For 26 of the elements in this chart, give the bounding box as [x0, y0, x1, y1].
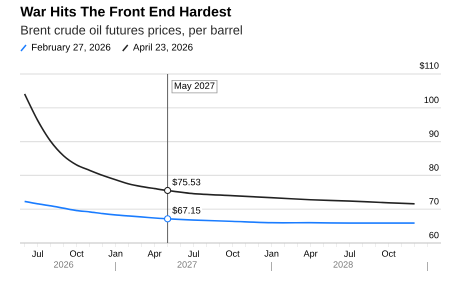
- x-tick-label: Oct: [226, 250, 240, 257]
- x-tick-label: Oct: [382, 250, 396, 257]
- data-label: $67.15: [172, 206, 200, 214]
- y-tick-label: $110: [420, 62, 439, 70]
- y-tick-label: 90: [429, 130, 439, 137]
- y-tick-label: 100: [424, 96, 439, 104]
- y-tick-label: 60: [429, 232, 439, 238]
- chart-subtitle: Brent crude oil futures prices, per barrel: [21, 25, 242, 38]
- x-tick-label: Oct: [70, 250, 84, 257]
- text: 2026: [54, 261, 74, 268]
- legend-label: February 27, 2026: [32, 43, 110, 53]
- x-tick-label: Apr: [148, 250, 162, 258]
- y-tick-label: 70: [429, 198, 439, 204]
- x-tick-label: Jul: [344, 250, 355, 258]
- x-tick-label: Apr: [304, 250, 318, 258]
- x-tick-label: Jan: [264, 250, 278, 257]
- chart-title: War Hits The Front End Hardest: [20, 6, 232, 17]
- ref-line-label: May 2027: [174, 82, 215, 91]
- x-tick-label: Jul: [32, 250, 43, 258]
- data-label: $75.53: [172, 178, 200, 186]
- text: 2028: [333, 261, 353, 268]
- text: 2027: [177, 261, 197, 268]
- y-tick-label: 80: [429, 164, 439, 171]
- legend-label: April 23, 2026: [133, 43, 193, 53]
- x-tick-label: Jan: [108, 250, 122, 257]
- x-tick-label: Jul: [188, 250, 199, 258]
